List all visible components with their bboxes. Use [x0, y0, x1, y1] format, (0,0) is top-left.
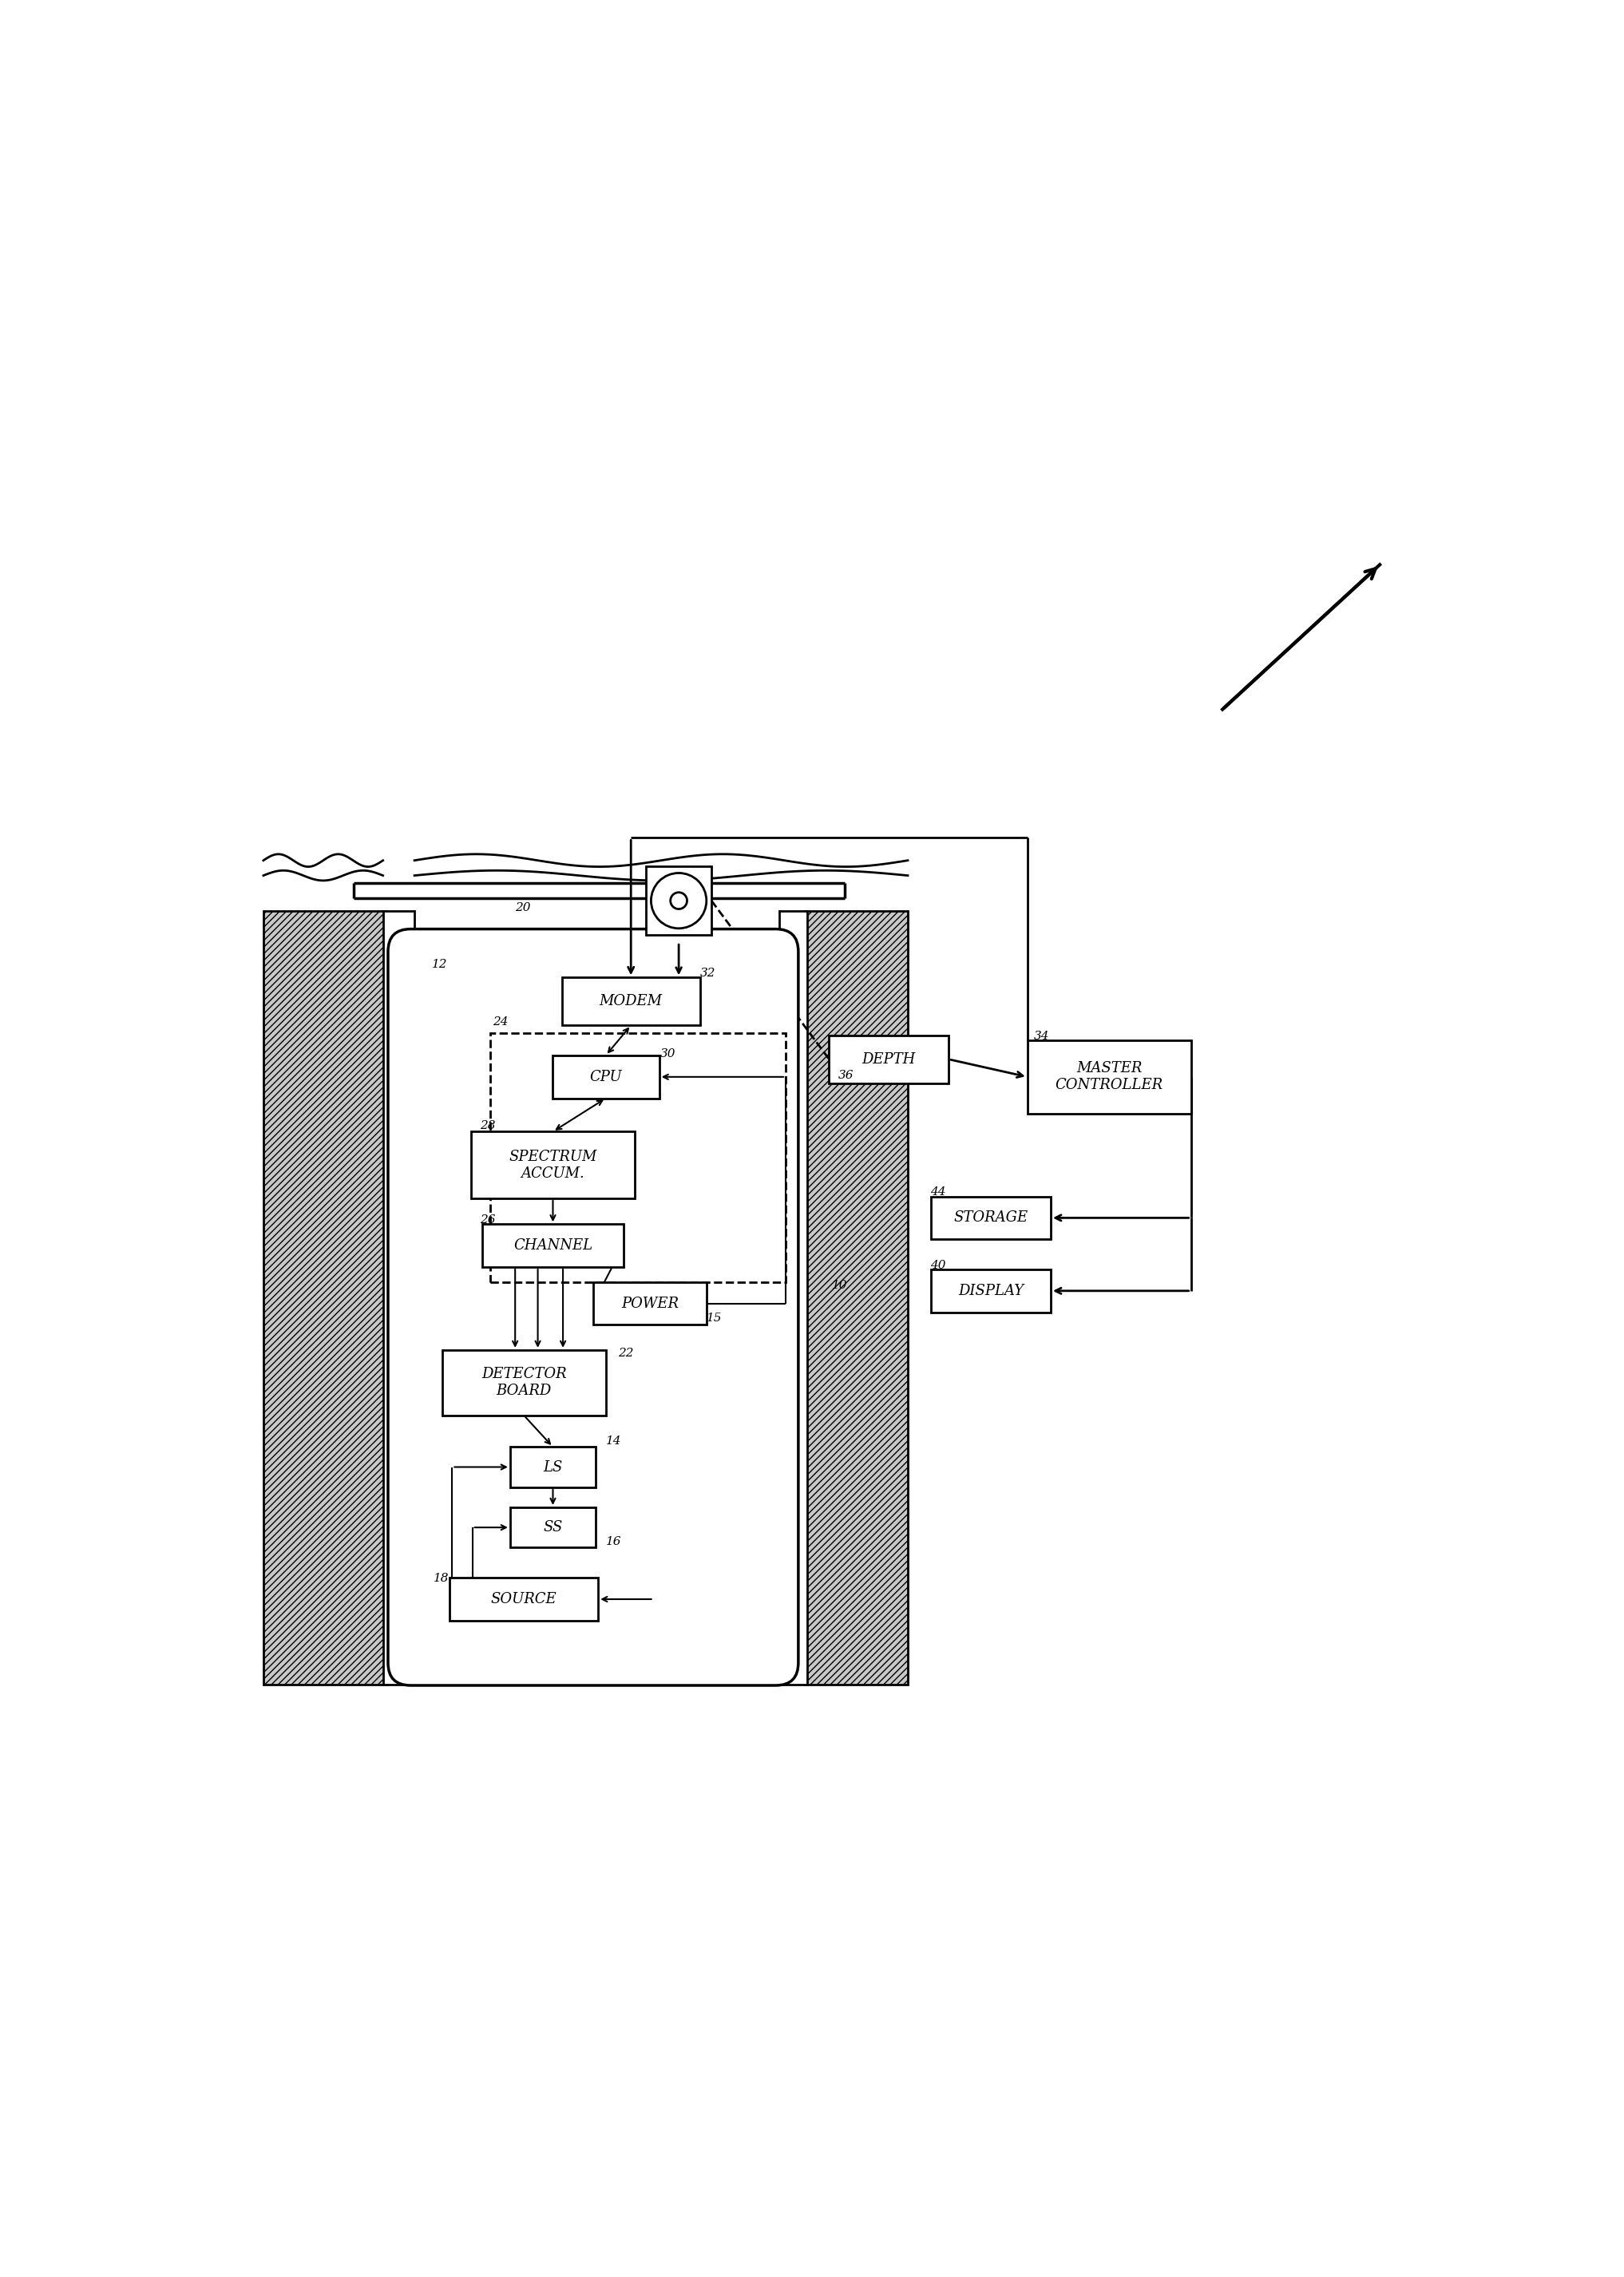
Text: 34: 34: [1034, 1031, 1049, 1041]
FancyBboxPatch shape: [450, 1578, 598, 1621]
Text: SPECTRUM
ACCUM.: SPECTRUM ACCUM.: [508, 1150, 598, 1179]
FancyBboxPatch shape: [593, 1282, 706, 1325]
FancyBboxPatch shape: [471, 1132, 635, 1198]
Bar: [383, 911, 414, 1685]
Text: 20: 20: [515, 902, 531, 913]
Text: 30: 30: [659, 1047, 676, 1059]
Text: STORAGE: STORAGE: [953, 1211, 1028, 1225]
Text: 28: 28: [481, 1120, 495, 1132]
Text: LS: LS: [542, 1460, 562, 1473]
Text: 40: 40: [931, 1259, 947, 1271]
Text: 10: 10: [833, 1280, 848, 1291]
Text: DEPTH: DEPTH: [862, 1052, 916, 1066]
Text: POWER: POWER: [620, 1296, 679, 1312]
Text: CPU: CPU: [590, 1070, 622, 1084]
FancyBboxPatch shape: [552, 1057, 659, 1098]
FancyBboxPatch shape: [1028, 1041, 1190, 1113]
Text: 14: 14: [606, 1437, 622, 1446]
FancyBboxPatch shape: [562, 977, 700, 1025]
Text: 22: 22: [619, 1348, 633, 1359]
FancyBboxPatch shape: [510, 1446, 596, 1487]
Circle shape: [671, 893, 687, 909]
Text: SOURCE: SOURCE: [490, 1592, 557, 1605]
Text: 12: 12: [432, 959, 448, 970]
Text: DETECTOR
BOARD: DETECTOR BOARD: [481, 1366, 567, 1398]
Bar: [263, 911, 387, 1685]
Text: 24: 24: [492, 1016, 508, 1027]
FancyBboxPatch shape: [931, 1271, 1051, 1312]
Bar: [490, 1034, 786, 1282]
Text: MASTER
CONTROLLER: MASTER CONTROLLER: [1056, 1061, 1163, 1093]
Text: 18: 18: [434, 1573, 448, 1585]
Bar: [804, 911, 908, 1685]
FancyBboxPatch shape: [931, 1195, 1051, 1239]
Text: 16: 16: [606, 1537, 622, 1548]
FancyBboxPatch shape: [646, 865, 711, 936]
FancyBboxPatch shape: [510, 1507, 596, 1548]
Text: MODEM: MODEM: [599, 995, 663, 1009]
Text: 32: 32: [700, 968, 716, 979]
FancyBboxPatch shape: [830, 1036, 948, 1084]
Text: 44: 44: [931, 1186, 947, 1198]
FancyBboxPatch shape: [442, 1350, 606, 1416]
FancyBboxPatch shape: [388, 929, 799, 1685]
FancyBboxPatch shape: [482, 1225, 624, 1266]
Text: DISPLAY: DISPLAY: [958, 1284, 1023, 1298]
Text: 26: 26: [481, 1214, 495, 1225]
Bar: [780, 911, 807, 1685]
Text: 15: 15: [706, 1312, 723, 1323]
Text: CHANNEL: CHANNEL: [513, 1239, 593, 1252]
Text: 36: 36: [838, 1070, 854, 1082]
Text: SS: SS: [542, 1521, 562, 1535]
